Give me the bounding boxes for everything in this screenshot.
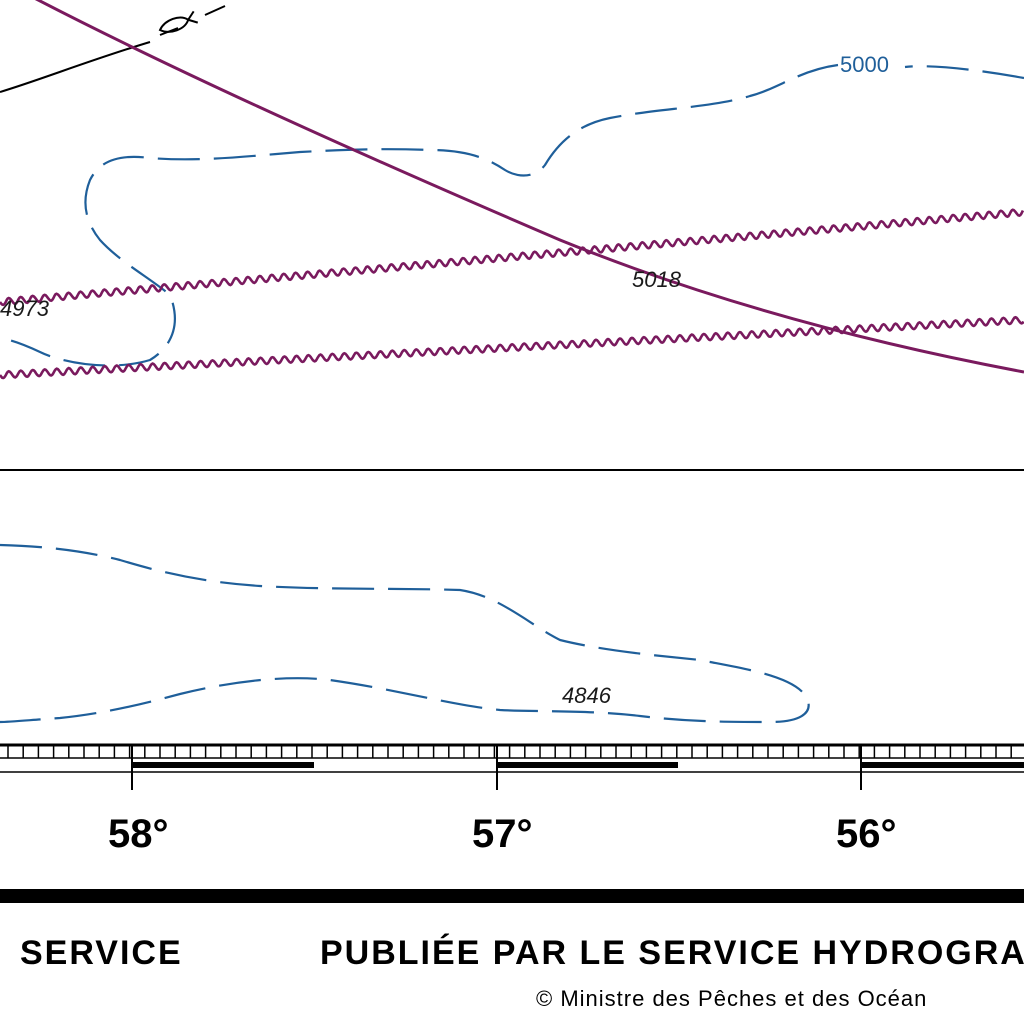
sounding-4973: 4973 [0,296,50,321]
contour-label-5000: 5000 [840,52,889,77]
footer-publisher-text: PUBLIÉE PAR LE SERVICE HYDROGRA [320,934,1024,972]
sounding-4846: 4846 [562,683,612,708]
longitude-label-58: 58° [108,812,169,856]
graduated-border [0,743,1024,790]
longitude-label-57: 57° [472,812,533,856]
footer-service-text: SERVICE [20,934,183,972]
depth-contours [0,63,1024,724]
contour-5000-top [0,63,1024,367]
footer-copyright-text: © Ministre des Pêches et des Océan [536,986,928,1011]
submarine-cable-lower [0,315,1024,380]
contour-lower [0,543,810,724]
track-line [0,41,151,93]
longitude-label-56: 56° [836,812,897,856]
neat-line [0,889,1024,903]
route-line [34,0,1024,374]
fish-icon [158,10,199,33]
submarine-cable-upper [0,208,1024,307]
sounding-5018: 5018 [632,267,682,292]
